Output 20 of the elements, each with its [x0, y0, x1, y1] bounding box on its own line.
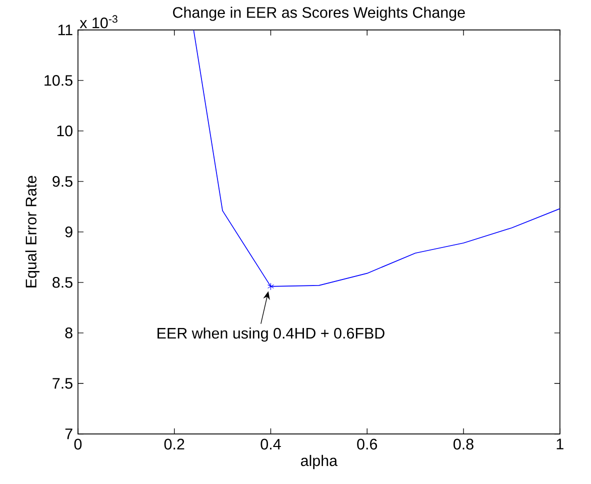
y-tick-label: 7	[65, 428, 72, 440]
y-tick-label: 10.5	[44, 75, 72, 86]
x-tick-label: 0.4	[260, 438, 281, 450]
y-tick-label: 8	[65, 328, 72, 338]
y-tick-label: 9	[65, 226, 72, 238]
x-tick-label: 0.2	[164, 438, 184, 450]
y-tick-label: 10	[57, 126, 72, 136]
x-tick-label: 0.8	[454, 438, 474, 450]
text: x 10$^{-3}$	[80, 15, 118, 28]
x-axis-title: alpha	[300, 454, 338, 470]
y-tick-label: 9.5	[52, 176, 72, 187]
y-axis-title: Equal Error Rate	[25, 176, 40, 288]
y-tick-label: 11	[58, 24, 72, 36]
x-tick-label: 0.6	[357, 438, 378, 450]
x-tick-label: 0	[74, 438, 82, 450]
annotation: EER when using 0.4HD + 0.6FBD	[158, 328, 384, 342]
y-tick-label: 8.5	[52, 277, 72, 288]
chart-title: Change in EER as Scores Weights Change	[173, 6, 465, 21]
y-tick-label: 7.5	[52, 378, 72, 389]
x-tick-label: 1	[556, 438, 564, 450]
